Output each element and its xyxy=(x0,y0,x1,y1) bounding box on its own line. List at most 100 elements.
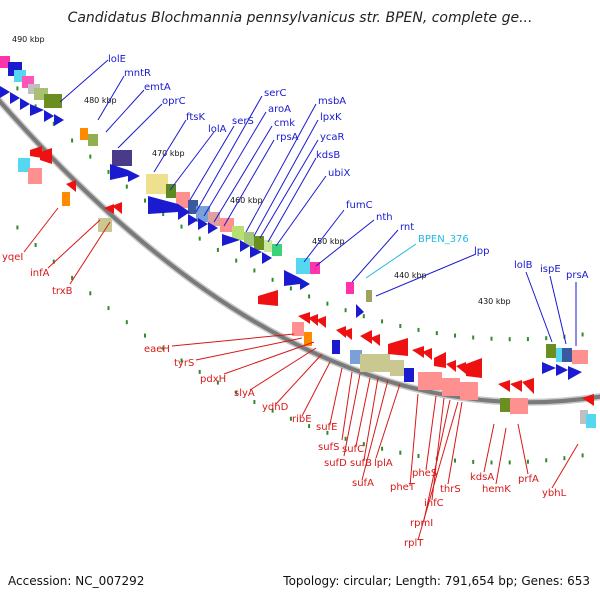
gene-label-pheT[interactable]: pheT xyxy=(390,482,416,493)
scale-tick xyxy=(490,336,493,341)
gene-label-msbA[interactable]: msbA xyxy=(318,96,346,107)
gene-label-rpmI[interactable]: rpmI xyxy=(410,518,433,529)
scale-tick xyxy=(125,320,128,325)
scale-tick xyxy=(162,212,165,216)
gene-label-serS[interactable]: serS xyxy=(232,116,254,127)
gene-label-oprC[interactable]: oprC xyxy=(162,96,186,107)
gene-label-cmk[interactable]: cmk xyxy=(274,118,295,129)
gene-label-thrS[interactable]: thrS xyxy=(440,484,461,495)
gene-label-ydhD[interactable]: ydhD xyxy=(262,402,289,413)
gene-label-lpp[interactable]: lpp xyxy=(474,246,489,257)
gene-label-aroA[interactable]: aroA xyxy=(268,104,291,115)
scale-tick xyxy=(144,198,146,203)
scale-tick xyxy=(107,306,110,311)
gene-label-rplT[interactable]: rplT xyxy=(404,538,424,549)
gene-label-lolA[interactable]: lolA xyxy=(208,124,227,135)
gene-label-sufS[interactable]: sufS xyxy=(318,442,339,453)
scale-tick xyxy=(235,258,238,263)
scale-tick xyxy=(490,460,493,465)
gene-label-mntR[interactable]: mntR xyxy=(124,68,151,79)
scale-tick xyxy=(526,459,529,464)
gene-label-infA[interactable]: infA xyxy=(30,268,50,279)
gene-label-serC[interactable]: serC xyxy=(264,88,286,99)
gene-label-sufA[interactable]: sufA xyxy=(352,478,374,489)
reverse-callout-lines xyxy=(23,207,579,541)
gene-label-tyrS[interactable]: tyrS xyxy=(174,358,194,369)
gene-label-ispE[interactable]: ispE xyxy=(540,264,561,275)
gene-label-rpsA[interactable]: rpsA xyxy=(276,132,299,143)
gene-label-hemK[interactable]: hemK xyxy=(482,484,511,495)
scale-label-460: 460 kbp xyxy=(230,196,263,205)
gene-label-ybhL[interactable]: ybhL xyxy=(542,488,567,499)
gene-label-ribE[interactable]: ribE xyxy=(292,414,312,425)
gene-label-infC[interactable]: infC xyxy=(424,498,444,509)
reverse-gene-labels: yqeI infA trxB eaeH tyrS pdxH slyA ydhD … xyxy=(2,252,567,549)
accession-text: Accession: NC_007292 xyxy=(8,574,145,588)
gene-label-emtA[interactable]: emtA xyxy=(144,82,171,93)
scale-tick xyxy=(235,390,238,395)
scale-tick xyxy=(253,400,256,404)
gene-label-ycaR[interactable]: ycaR xyxy=(320,132,345,143)
scale-tick xyxy=(162,346,165,351)
scale-tick xyxy=(216,247,219,252)
gene-label-bpen376[interactable]: BPEN_376 xyxy=(418,234,469,245)
gene-label-kdsB[interactable]: kdsB xyxy=(316,150,340,161)
scale-label-440: 440 kbp xyxy=(394,271,427,280)
scale-tick xyxy=(435,331,438,336)
scale-tick xyxy=(417,454,420,458)
gene-label-slyA[interactable]: slyA xyxy=(234,388,255,399)
gene-label-sufE[interactable]: sufE xyxy=(316,422,337,433)
gene-label-sufC[interactable]: sufC xyxy=(342,444,364,455)
scale-tick xyxy=(545,458,548,463)
gene-label-yqeI[interactable]: yqeI xyxy=(2,252,23,263)
gene-label-nth[interactable]: nth xyxy=(376,212,393,223)
genome-summary-text: Topology: circular; Length: 791,654 bp; … xyxy=(283,574,590,588)
gene-label-ubiX[interactable]: ubiX xyxy=(328,168,350,179)
scale-tick xyxy=(144,333,146,338)
bpen376-callout-line xyxy=(365,243,417,279)
gene-label-rnt[interactable]: rnt xyxy=(400,222,414,233)
scale-tick xyxy=(399,324,402,328)
scale-tick xyxy=(198,236,201,241)
scale-tick xyxy=(89,154,92,159)
gene-label-lpxK[interactable]: lpxK xyxy=(320,112,342,123)
scale-tick xyxy=(16,225,19,230)
scale-tick xyxy=(71,138,74,143)
scale-tick xyxy=(308,294,311,299)
scale-tick xyxy=(89,291,92,296)
map-title: Candidatus Blochmannia pennsylvanicus st… xyxy=(67,10,533,26)
scale-tick xyxy=(125,184,128,189)
scale-label-470: 470 kbp xyxy=(152,149,185,158)
scale-tick xyxy=(216,380,219,385)
scale-tick xyxy=(563,456,566,461)
gene-label-prfA[interactable]: prfA xyxy=(518,474,539,485)
scale-tick xyxy=(253,268,256,273)
forward-callout-lines xyxy=(59,59,577,346)
scale-tick xyxy=(545,336,548,341)
gene-label-pheS[interactable]: pheS xyxy=(412,468,437,479)
scale-tick xyxy=(308,424,311,429)
gene-label-eaeH[interactable]: eaeH xyxy=(144,344,170,355)
scale-tick xyxy=(454,458,456,463)
gene-label-lolB[interactable]: lolB xyxy=(514,260,533,271)
scale-tick xyxy=(180,358,183,363)
forward-gene-labels: lolE mntR emtA oprC ftsK lolA serS serC … xyxy=(108,54,589,281)
scale-tick xyxy=(381,446,384,451)
gene-label-kdsA[interactable]: kdsA xyxy=(470,472,494,483)
gene-label-fumC[interactable]: fumC xyxy=(346,200,373,211)
scale-tick xyxy=(34,243,37,247)
gene-label-lplA[interactable]: lplA xyxy=(374,458,393,469)
gene-label-lolE[interactable]: lolE xyxy=(108,54,126,65)
scale-tick xyxy=(581,332,584,337)
scale-tick xyxy=(180,224,183,229)
scale-tick xyxy=(362,314,365,319)
scale-tick xyxy=(271,408,274,413)
gene-label-sufD[interactable]: sufD xyxy=(324,458,347,469)
gene-label-prsA[interactable]: prsA xyxy=(566,270,589,281)
gene-label-sufB[interactable]: sufB xyxy=(350,458,372,469)
gene-label-pdxH[interactable]: pdxH xyxy=(200,374,226,385)
scale-tick xyxy=(472,459,475,464)
scale-tick xyxy=(508,337,511,342)
gene-label-ftsK[interactable]: ftsK xyxy=(186,112,205,123)
gene-label-trxB[interactable]: trxB xyxy=(52,286,73,297)
